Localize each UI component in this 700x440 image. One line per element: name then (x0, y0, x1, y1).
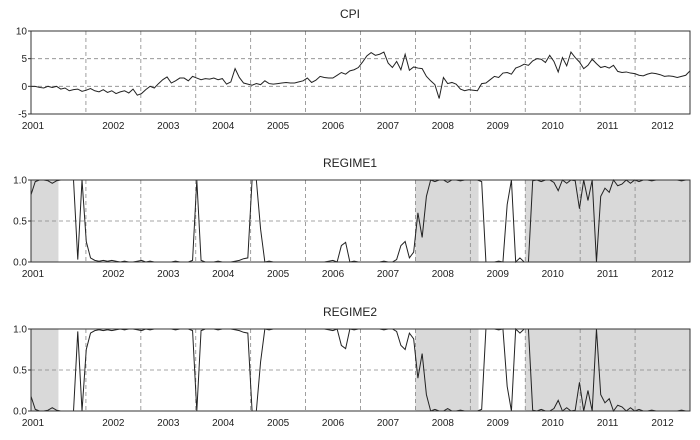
regime1-plot-frame (30, 179, 691, 263)
regime2-x-tick-label: 2008 (432, 418, 455, 429)
regime2-x-tick-label: 2006 (322, 418, 345, 429)
cpi-x-tick-label: 2010 (542, 121, 565, 132)
cpi-series-line (31, 50, 691, 99)
cpi-x-tick-label: 2011 (597, 121, 619, 132)
cpi-y-tick-label: 10 (16, 27, 28, 38)
regime2-title: REGIME2 (323, 305, 377, 319)
regime2-x-tick-label: 2005 (267, 418, 290, 429)
regime1-x-tick-label: 2008 (432, 269, 455, 280)
regime1-x-tick-label: 2009 (487, 269, 510, 280)
regime2-x-tick-label: 2011 (597, 418, 619, 429)
regime1-x-tick-label: 2004 (212, 269, 235, 280)
cpi-x-tick-label: 2003 (157, 121, 180, 132)
regime2-plot-frame (30, 328, 691, 412)
cpi-x-tick-label: 2007 (377, 121, 400, 132)
regime1-x-tick-label: 2006 (322, 269, 345, 280)
regime2-x-tick-label: 2004 (212, 418, 235, 429)
regime2-y-tick-label: 1.0 (13, 325, 27, 336)
cpi-x-tick-label: 2002 (102, 121, 125, 132)
regime2-x-tick-label: 2003 (157, 418, 180, 429)
regime2-x-tick-label: 2009 (487, 418, 510, 429)
cpi-title: CPI (340, 7, 360, 21)
regime1-x-tick-label: 2002 (102, 269, 125, 280)
regime1-x-tick-label: 2003 (157, 269, 180, 280)
cpi-plot-frame (30, 30, 691, 115)
regime2-x-tick-label: 2012 (651, 418, 674, 429)
regime2-y-tick-label: 0.5 (13, 366, 27, 377)
regime1-title: REGIME1 (323, 156, 377, 170)
cpi-x-tick-label: 2012 (651, 121, 674, 132)
cpi-x-tick-label: 2005 (267, 121, 290, 132)
regime1-x-tick-label: 2010 (542, 269, 565, 280)
regime1-x-tick-label: 2011 (597, 269, 619, 280)
regime2-x-tick-label: 2010 (542, 418, 565, 429)
regime2-x-tick-label: 2007 (377, 418, 400, 429)
cpi-x-tick-label: 2008 (432, 121, 455, 132)
cpi-y-tick-label: 5 (21, 54, 27, 65)
cpi-y-tick-label: -5 (18, 110, 27, 121)
cpi-y-tick-label: 0 (21, 82, 27, 93)
regime1-y-tick-label: 1.0 (13, 176, 27, 187)
cpi-x-tick-label: 2006 (322, 121, 345, 132)
regime2-x-tick-label: 2001 (22, 418, 45, 429)
regime1-y-tick-label: 0.5 (13, 217, 27, 228)
regime1-x-tick-label: 2012 (651, 269, 674, 280)
regime1-x-tick-label: 2007 (377, 269, 400, 280)
regime2-x-tick-label: 2002 (102, 418, 125, 429)
cpi-x-tick-label: 2009 (487, 121, 510, 132)
regime1-x-tick-label: 2005 (267, 269, 290, 280)
cpi-x-tick-label: 2004 (212, 121, 235, 132)
regime1-y-tick-label: 0.0 (13, 258, 27, 269)
regime1-x-tick-label: 2001 (22, 269, 45, 280)
regime2-y-tick-label: 0.0 (13, 407, 27, 418)
cpi-x-tick-label: 2001 (22, 121, 45, 132)
